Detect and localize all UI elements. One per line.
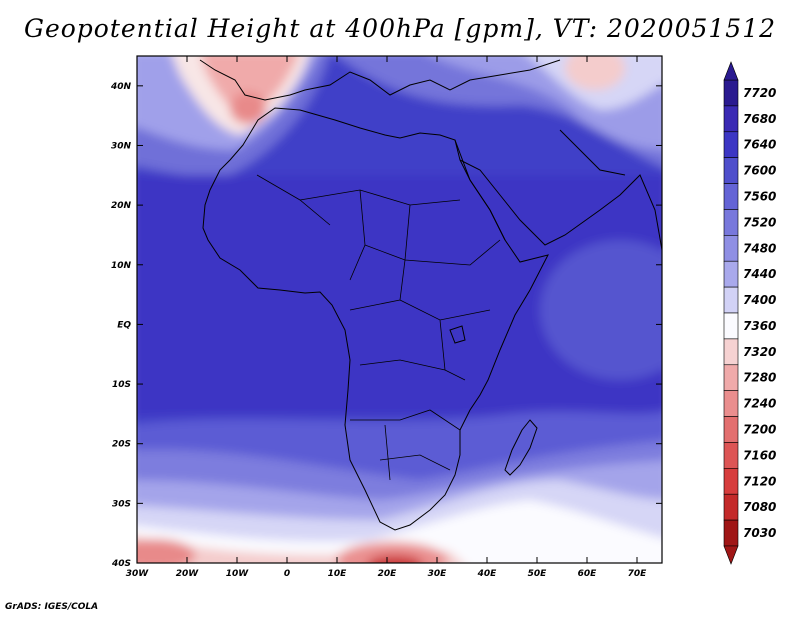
colorbar-swatch bbox=[723, 312, 739, 340]
colorbar-label: 7720 bbox=[743, 86, 776, 100]
colorbar-label: 7080 bbox=[743, 500, 776, 514]
colorbar-label: 7400 bbox=[743, 293, 776, 307]
colorbar-swatch bbox=[723, 260, 739, 288]
lon-tick-label: 40E bbox=[477, 569, 498, 579]
colorbar-label: 7030 bbox=[743, 526, 776, 540]
colorbar-swatch bbox=[723, 416, 739, 443]
longitude-axis: 30W 20W 10W 0 10E 20E 30E 40E 50E 60E 70E bbox=[126, 56, 647, 579]
madagascar-coastline bbox=[504, 419, 538, 476]
colorbar-swatch bbox=[723, 468, 739, 495]
colorbar-swatch bbox=[723, 131, 739, 158]
colorbar-label: 7640 bbox=[743, 138, 776, 152]
lon-tick-label: 70E bbox=[628, 569, 648, 579]
lon-tick-label: 20W bbox=[176, 569, 200, 579]
lon-tick-label: 60E bbox=[578, 569, 598, 579]
lat-tick-label: 20N bbox=[111, 201, 132, 211]
colorbar-bottom-arrow bbox=[723, 545, 739, 565]
colorbar-label: 7120 bbox=[743, 474, 776, 488]
colorbar-label: 7520 bbox=[743, 215, 776, 229]
colorbar-swatch bbox=[723, 442, 739, 469]
lon-tick-label: 10E bbox=[328, 569, 348, 579]
colorbar-swatch bbox=[723, 493, 739, 521]
colorbar-label: 7560 bbox=[743, 190, 776, 204]
lon-tick-label: 20E bbox=[378, 569, 398, 579]
colorbar-swatch bbox=[723, 519, 739, 547]
coastlines bbox=[199, 59, 662, 531]
lat-tick-label: 30N bbox=[111, 141, 132, 151]
map-title: Geopotential Height at 400hPa [gpm], VT:… bbox=[23, 14, 777, 43]
colorbar-swatch bbox=[723, 338, 739, 366]
persian-gulf-coastline bbox=[559, 129, 626, 176]
europe-coastline bbox=[199, 59, 561, 101]
colorbar-label: 7200 bbox=[743, 423, 776, 437]
lat-tick-label: EQ bbox=[117, 320, 131, 330]
lake-victoria bbox=[449, 325, 466, 344]
lon-tick-label: 30W bbox=[126, 569, 150, 579]
lat-tick-label: 40S bbox=[111, 559, 131, 569]
colorbar-swatch bbox=[723, 364, 739, 391]
colorbar-swatch bbox=[723, 105, 739, 133]
colorbar-top-arrow bbox=[723, 61, 739, 81]
plot-frame bbox=[136, 55, 663, 564]
colorbar-swatch bbox=[723, 390, 739, 417]
colorbar: 7720 7680 7640 7600 7560 7520 7480 7440 7400 7360… bbox=[723, 61, 776, 565]
lat-tick-label: 20S bbox=[112, 440, 131, 450]
colorbar-swatch bbox=[723, 183, 739, 210]
lat-tick-label: 40N bbox=[110, 82, 132, 92]
lat-tick-label: 10S bbox=[112, 380, 131, 390]
colorbar-label: 7440 bbox=[743, 267, 776, 281]
colorbar-label: 7680 bbox=[743, 112, 776, 126]
colorbar-swatch bbox=[723, 209, 739, 236]
colorbar-label: 7160 bbox=[743, 448, 776, 462]
red-sea-coastline bbox=[454, 139, 506, 241]
colorbar-label: 7320 bbox=[743, 345, 776, 359]
lon-tick-label: 10W bbox=[226, 569, 250, 579]
lat-tick-label: 30S bbox=[112, 499, 131, 509]
lon-tick-label: 50E bbox=[528, 569, 548, 579]
colorbar-label: 7240 bbox=[743, 397, 776, 411]
lat-tick-label: 10N bbox=[111, 261, 132, 271]
colorbar-swatch bbox=[723, 235, 739, 262]
arabia-coastline bbox=[459, 159, 662, 251]
credit-text: GrADS: IGES/COLA bbox=[5, 602, 99, 612]
interior-borders bbox=[256, 174, 501, 481]
lon-tick-label: 0 bbox=[284, 569, 290, 579]
colorbar-swatch bbox=[723, 79, 739, 107]
latitude-axis: 40N 30N 20N 10N EQ 10S 20S 30S 40S bbox=[110, 82, 662, 569]
colorbar-label: 7360 bbox=[743, 319, 776, 333]
colorbar-label: 7280 bbox=[743, 371, 776, 385]
colorbar-label: 7600 bbox=[743, 164, 776, 178]
height-field bbox=[137, 56, 662, 563]
africa-coastline bbox=[202, 107, 549, 531]
colorbar-swatch bbox=[723, 157, 739, 184]
colorbar-swatch bbox=[723, 286, 739, 314]
lon-tick-label: 30E bbox=[428, 569, 448, 579]
colorbar-label: 7480 bbox=[743, 241, 776, 255]
